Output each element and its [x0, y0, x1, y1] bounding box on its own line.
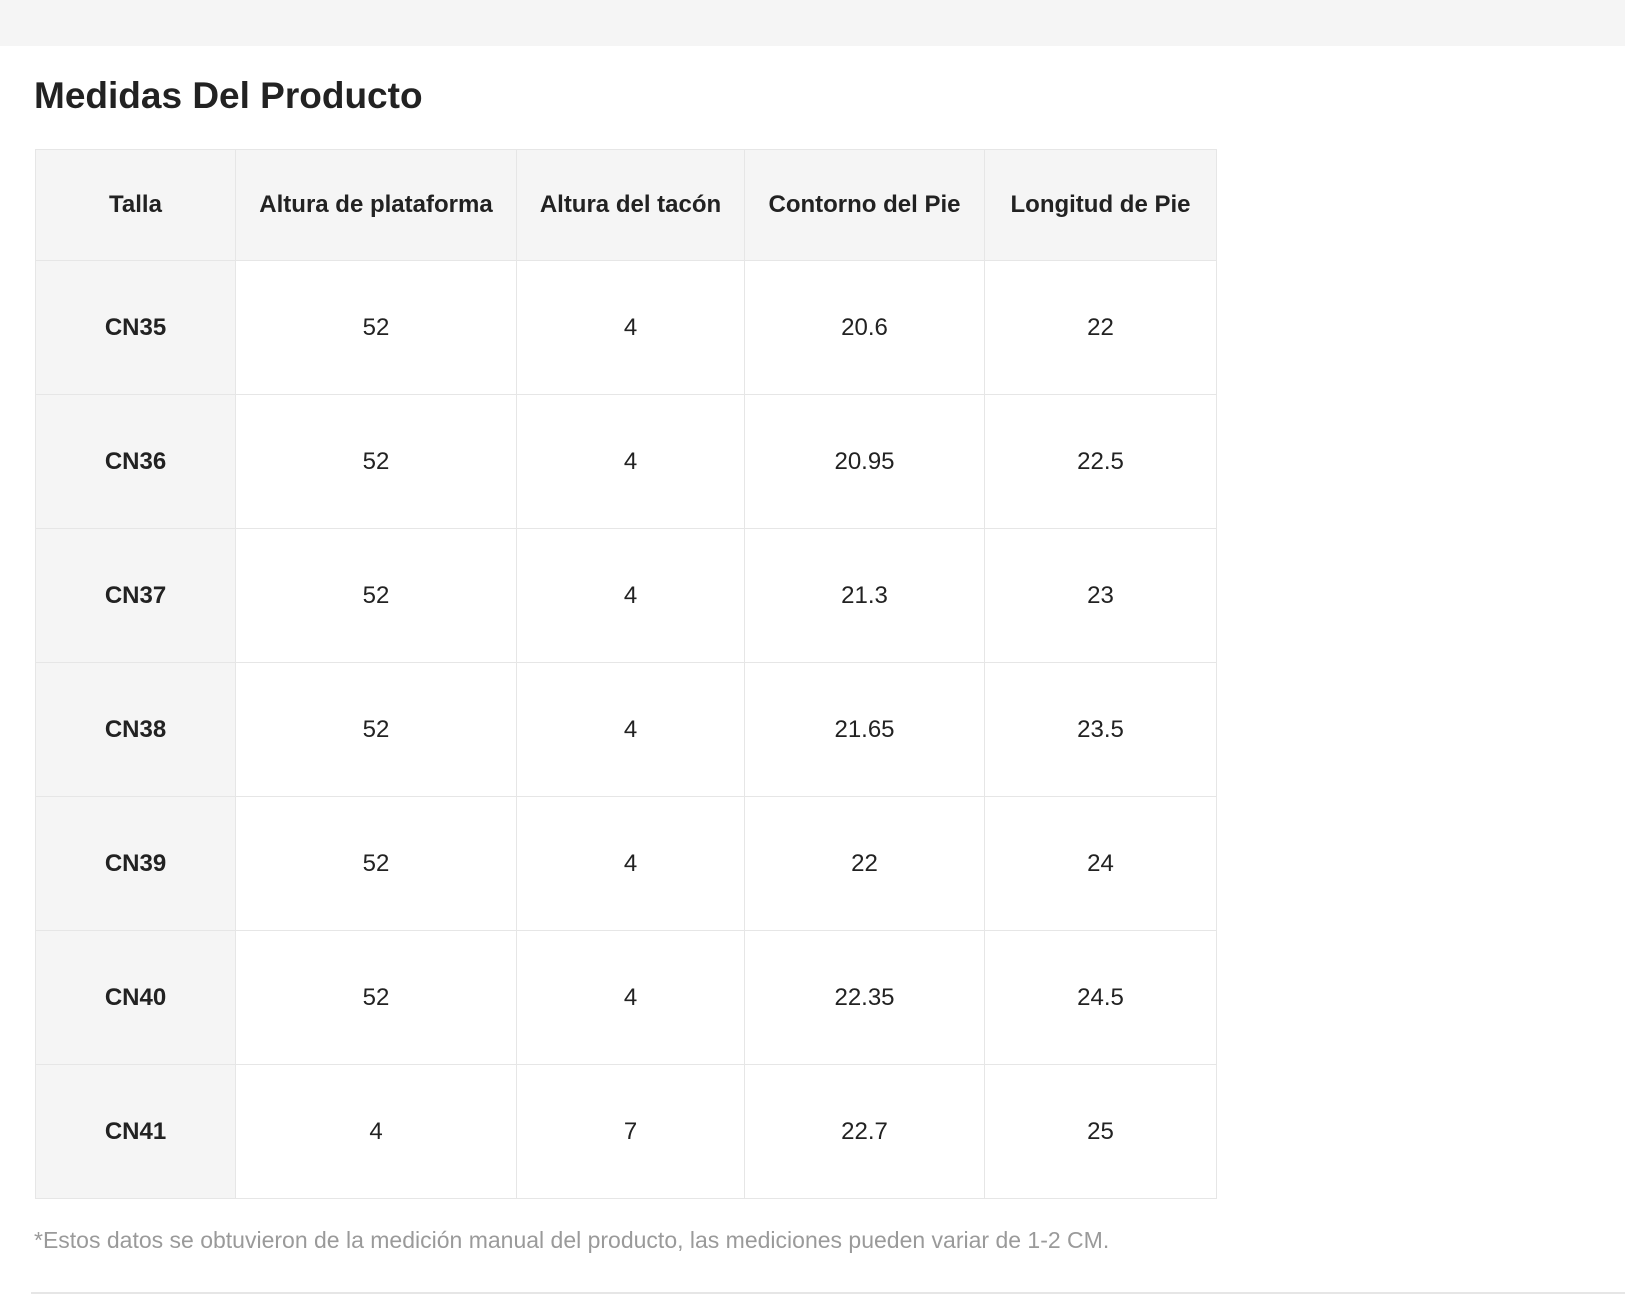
foot-girth-cell: 21.65 [744, 662, 985, 797]
foot-length-cell: 24 [984, 796, 1217, 931]
table-row: CN38 52 4 21.65 23.5 [35, 662, 1217, 797]
heel-height-cell: 4 [516, 930, 745, 1065]
table-header-row: Talla Altura de plataforma Altura del ta… [35, 149, 1217, 261]
foot-length-cell: 23 [984, 528, 1217, 663]
table-row: CN39 52 4 22 24 [35, 796, 1217, 931]
page-title: Medidas Del Producto [34, 75, 423, 116]
foot-girth-cell: 21.3 [744, 528, 985, 663]
size-cell: CN38 [35, 662, 236, 797]
table-row: CN35 52 4 20.6 22 [35, 260, 1217, 395]
platform-height-cell: 52 [235, 930, 517, 1065]
foot-girth-cell: 20.95 [744, 394, 985, 529]
heel-height-cell: 4 [516, 662, 745, 797]
size-cell: CN40 [35, 930, 236, 1065]
table-row: CN37 52 4 21.3 23 [35, 528, 1217, 663]
table-row: CN40 52 4 22.35 24.5 [35, 930, 1217, 1065]
heel-height-cell: 4 [516, 796, 745, 931]
foot-girth-cell: 22 [744, 796, 985, 931]
foot-girth-cell: 20.6 [744, 260, 985, 395]
foot-length-cell: 22 [984, 260, 1217, 395]
heel-height-cell: 7 [516, 1064, 745, 1199]
platform-height-cell: 52 [235, 528, 517, 663]
platform-height-cell: 52 [235, 796, 517, 931]
header-altura-plataforma: Altura de plataforma [235, 149, 517, 261]
size-cell: CN36 [35, 394, 236, 529]
header-talla: Talla [35, 149, 236, 261]
header-altura-tacon: Altura del tacón [516, 149, 745, 261]
foot-length-cell: 25 [984, 1064, 1217, 1199]
size-cell: CN39 [35, 796, 236, 931]
foot-length-cell: 24.5 [984, 930, 1217, 1065]
heel-height-cell: 4 [516, 260, 745, 395]
header-contorno-pie: Contorno del Pie [744, 149, 985, 261]
table-row: CN41 4 7 22.7 25 [35, 1064, 1217, 1199]
header-longitud-pie: Longitud de Pie [984, 149, 1217, 261]
measurement-footnote: *Estos datos se obtuvieron de la medició… [34, 1227, 1110, 1253]
platform-height-cell: 52 [235, 260, 517, 395]
platform-height-cell: 52 [235, 394, 517, 529]
platform-height-cell: 4 [235, 1064, 517, 1199]
platform-height-cell: 52 [235, 662, 517, 797]
size-chart-table: Talla Altura de plataforma Altura del ta… [35, 149, 1217, 1199]
foot-girth-cell: 22.7 [744, 1064, 985, 1199]
heel-height-cell: 4 [516, 528, 745, 663]
top-band [0, 0, 1625, 46]
bottom-divider [31, 1292, 1625, 1294]
foot-length-cell: 23.5 [984, 662, 1217, 797]
foot-length-cell: 22.5 [984, 394, 1217, 529]
size-cell: CN41 [35, 1064, 236, 1199]
foot-girth-cell: 22.35 [744, 930, 985, 1065]
size-cell: CN35 [35, 260, 236, 395]
table-row: CN36 52 4 20.95 22.5 [35, 394, 1217, 529]
size-cell: CN37 [35, 528, 236, 663]
heel-height-cell: 4 [516, 394, 745, 529]
